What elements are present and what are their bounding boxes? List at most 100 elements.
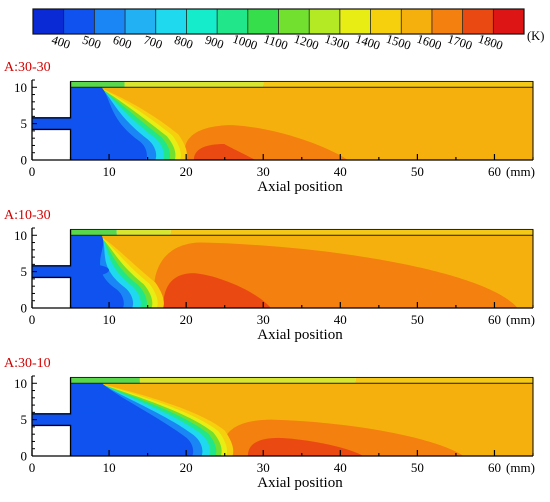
temperature-field [70, 381, 534, 456]
colorbar-swatch [125, 9, 157, 34]
colorbar-tick-label: 1200 [292, 32, 320, 53]
colorbar-swatch [493, 9, 525, 34]
colorbar-tick-label: 1500 [384, 32, 412, 53]
top-strip-segment [263, 81, 533, 88]
x-tick-label: 30 [257, 312, 270, 327]
colorbar-tick-label: 600 [111, 33, 133, 52]
colorbar-swatch [94, 9, 126, 34]
colorbar-swatch [339, 9, 371, 34]
colorbar-tick-label: 1700 [446, 32, 474, 53]
colorbar-tick-label: 700 [142, 33, 164, 52]
inlet-jet [32, 116, 110, 130]
y-tick-label: 10 [14, 228, 27, 243]
hottest-region [193, 144, 256, 160]
colorbar-tick-label: 1800 [476, 32, 504, 53]
panel-title: A:10-30 [4, 208, 51, 223]
x-tick-label: 10 [103, 164, 116, 179]
x-tick-label: 40 [334, 312, 347, 327]
colorbar-tick-label: 1600 [415, 32, 443, 53]
contour-panel: 0 10 20 30 40 50 60 (mm) 0 5 10 Axial position A:30-… [4, 60, 535, 195]
contour-panel: 0 10 20 30 40 50 60 (mm) 0 5 10 Axial position A:10-… [4, 208, 535, 343]
colorbar: 400 500 600 700 800 900 1000 1100 1200 1300 1400 15… [32, 8, 544, 53]
x-axis-label: Axial position [257, 475, 343, 491]
inlet-wall [32, 128, 72, 160]
panel-title: A:30-10 [4, 356, 51, 371]
top-wall-strip [70, 228, 534, 236]
top-strip-segment [70, 229, 117, 236]
x-tick-label: 50 [411, 460, 424, 475]
temperature-field [70, 85, 534, 160]
x-tick-label: 0 [29, 164, 36, 179]
x-axis-label: Axial position [257, 327, 343, 343]
colorbar-tick-label: 500 [81, 33, 103, 52]
y-tick-label: 0 [21, 153, 28, 168]
colorbar-swatch [247, 9, 279, 34]
colorbar-swatch [217, 9, 249, 34]
top-strip-segment [70, 81, 125, 88]
contour-panel: 0 10 20 30 40 50 60 (mm) 0 5 10 Axial position A:30-… [4, 356, 535, 491]
inlet-wall [32, 276, 72, 308]
colorbar-swatch [186, 9, 218, 34]
colorbar-swatch [401, 9, 433, 34]
x-unit-label: (mm) [506, 460, 535, 475]
inlet-wall [32, 81, 72, 119]
x-tick-label: 50 [411, 164, 424, 179]
colorbar-swatch [155, 9, 187, 34]
top-strip-segment [116, 229, 171, 236]
colorbar-swatch [63, 9, 95, 34]
y-tick-label: 10 [14, 376, 27, 391]
top-wall-strip [70, 376, 534, 384]
cold-jet-band [70, 381, 194, 456]
colorbar-tick-label: 1100 [262, 32, 290, 53]
colorbar-tick-label: 900 [203, 33, 225, 52]
colorbar-swatch [462, 9, 494, 34]
top-strip-segment [139, 377, 356, 384]
colorbar-tick-label: 1000 [231, 32, 259, 53]
temperature-field [70, 233, 534, 308]
y-tick-label: 5 [21, 412, 28, 427]
y-tick-label: 0 [21, 449, 28, 464]
x-tick-label: 50 [411, 312, 424, 327]
x-unit-label: (mm) [506, 164, 535, 179]
inlet-wall [32, 229, 72, 267]
y-tick-label: 0 [21, 301, 28, 316]
y-tick-label: 10 [14, 80, 27, 95]
x-unit-label: (mm) [506, 312, 535, 327]
x-tick-label: 60 [488, 312, 501, 327]
inlet-jet [32, 412, 110, 426]
colorbar-tick-label: 1400 [354, 32, 382, 53]
top-strip-segment [70, 377, 140, 384]
x-tick-label: 10 [103, 460, 116, 475]
x-tick-label: 30 [257, 460, 270, 475]
inlet-jet [32, 264, 110, 278]
inlet-wall [32, 377, 72, 415]
x-tick-label: 30 [257, 164, 270, 179]
x-tick-label: 10 [103, 312, 116, 327]
top-strip-segment [170, 229, 533, 236]
colorbar-unit: (K) [527, 29, 544, 43]
colorbar-swatch [33, 9, 64, 34]
x-tick-label: 20 [180, 164, 193, 179]
x-tick-label: 20 [180, 312, 193, 327]
x-tick-label: 40 [334, 460, 347, 475]
hottest-region [247, 437, 364, 456]
colorbar-swatch [431, 9, 463, 34]
hottest-region [163, 273, 271, 308]
top-strip-segment [124, 81, 264, 88]
x-tick-label: 0 [29, 460, 36, 475]
colorbar-swatch [370, 9, 402, 34]
x-tick-label: 0 [29, 312, 36, 327]
x-tick-label: 40 [334, 164, 347, 179]
colorbar-tick-label: 800 [173, 33, 195, 52]
x-tick-label: 20 [180, 460, 193, 475]
colorbar-tick-label: 400 [50, 33, 72, 52]
x-axis-label: Axial position [257, 179, 343, 195]
colorbar-tick-label: 1300 [323, 32, 351, 53]
y-tick-label: 5 [21, 116, 28, 131]
x-tick-label: 60 [488, 460, 501, 475]
colorbar-swatch [309, 9, 341, 34]
y-tick-label: 5 [21, 264, 28, 279]
top-strip-segment [355, 377, 533, 384]
colorbar-swatch [278, 9, 310, 34]
